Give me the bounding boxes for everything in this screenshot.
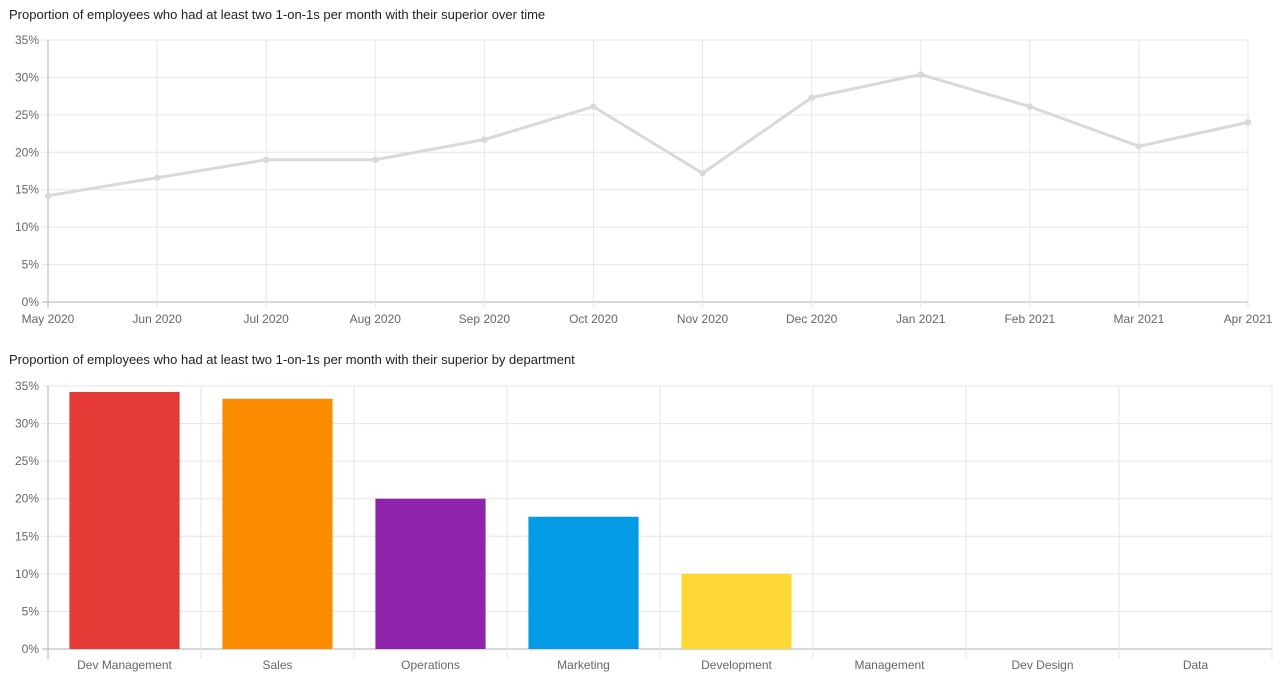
- data-point: [590, 103, 597, 110]
- x-tick-label: Marketing: [557, 658, 610, 672]
- bar: [375, 498, 486, 649]
- bar: [681, 573, 792, 649]
- bar: [222, 398, 333, 649]
- y-tick-label: 5%: [22, 258, 40, 272]
- x-tick-label: Jun 2020: [132, 312, 182, 326]
- y-tick-label: 20%: [15, 492, 39, 506]
- y-tick-label: 25%: [15, 454, 39, 468]
- x-tick-label: Sep 2020: [459, 312, 511, 326]
- y-tick-label: 5%: [22, 604, 40, 618]
- data-point: [1135, 143, 1143, 150]
- data-point: [917, 71, 924, 78]
- y-tick-label: 10%: [15, 567, 39, 581]
- data-point: [44, 192, 52, 199]
- y-tick-label: 15%: [15, 529, 39, 543]
- x-tick-label: Jan 2021: [896, 312, 946, 326]
- x-tick-label: May 2020: [22, 312, 75, 326]
- y-tick-label: 35%: [15, 33, 39, 47]
- x-tick-label: Management: [854, 658, 925, 672]
- x-tick-label: Data: [1183, 658, 1209, 672]
- y-tick-label: 15%: [15, 183, 39, 197]
- x-tick-label: Oct 2020: [569, 312, 618, 326]
- bar-chart-title: Proportion of employees who had at least…: [9, 352, 575, 367]
- x-tick-label: Feb 2021: [1004, 312, 1055, 326]
- x-tick-label: Dec 2020: [786, 312, 838, 326]
- x-tick-label: Operations: [401, 658, 460, 672]
- bar: [69, 392, 180, 649]
- x-tick-label: Dev Management: [77, 658, 172, 672]
- x-tick-label: Apr 2021: [1224, 312, 1273, 326]
- series-line: [47, 72, 1249, 198]
- y-tick-label: 0%: [22, 642, 40, 656]
- y-tick-label: 30%: [15, 70, 39, 84]
- data-point: [699, 170, 706, 177]
- line-chart: 0% 5% 10% 15% 20% 25% 30% 35% May 2020 Jun 2020 Ju…: [15, 33, 1273, 326]
- data-point: [262, 156, 270, 163]
- y-tick-label: 10%: [15, 220, 39, 234]
- data-point: [153, 174, 161, 181]
- x-tick-label: Nov 2020: [677, 312, 729, 326]
- x-tick-label: Aug 2020: [350, 312, 402, 326]
- y-tick-label: 25%: [15, 108, 39, 122]
- data-point: [372, 156, 379, 163]
- line-chart-panel: Proportion of employees who had at least…: [0, 0, 1283, 340]
- line-chart-title: Proportion of employees who had at least…: [9, 7, 546, 22]
- data-point: [481, 136, 488, 143]
- bar-chart-panel: Proportion of employees who had at least…: [0, 340, 1283, 683]
- y-tick-label: 0%: [22, 295, 40, 309]
- data-point: [1026, 103, 1034, 110]
- x-tick-label: Jul 2020: [243, 312, 289, 326]
- x-tick-label: Sales: [262, 658, 292, 672]
- data-point: [808, 94, 815, 101]
- bar-chart: 0% 5% 10% 15% 20% 25% 30% 35% Dev Management Sale…: [15, 379, 1273, 672]
- x-tick-label: Mar 2021: [1114, 312, 1165, 326]
- x-tick-label: Development: [701, 658, 772, 672]
- bar: [528, 516, 639, 649]
- y-tick-label: 20%: [15, 145, 39, 159]
- data-point: [1244, 119, 1252, 126]
- x-tick-label: Dev Design: [1011, 658, 1073, 672]
- y-tick-label: 30%: [15, 417, 39, 431]
- y-tick-label: 35%: [15, 379, 39, 393]
